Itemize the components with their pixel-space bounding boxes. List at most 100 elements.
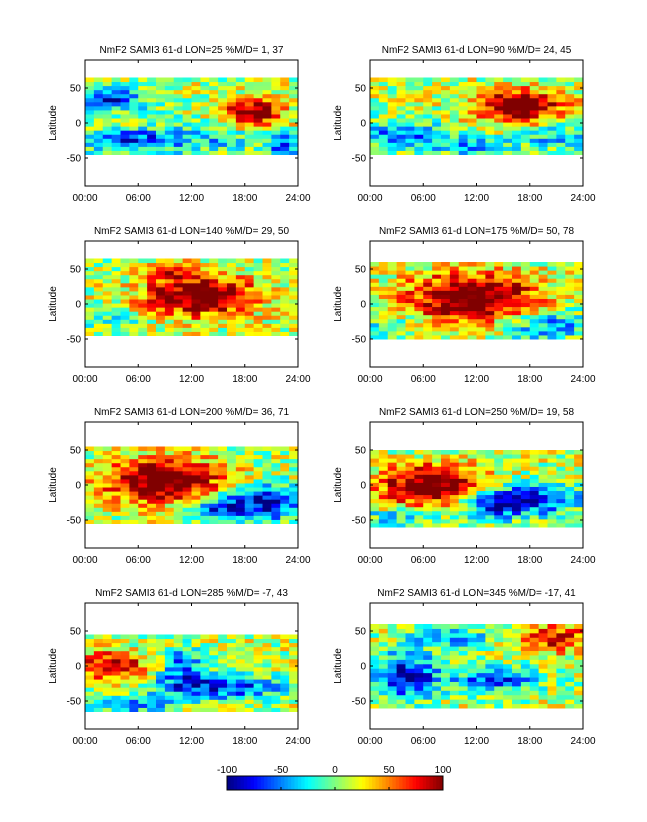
heatmap-cell (289, 519, 299, 524)
heatmap-cell (280, 109, 290, 115)
heatmap-cell (370, 330, 380, 336)
heatmap-cell (520, 81, 531, 87)
heatmap-cell (93, 699, 104, 704)
heatmap-cell (512, 699, 522, 705)
heatmap-cell (244, 683, 255, 688)
heatmap-cell (200, 315, 210, 320)
heatmap-cell (138, 323, 148, 328)
heatmap-cell (147, 670, 157, 676)
heatmap-cell (200, 81, 210, 87)
x-tick-label: 24:00 (570, 374, 595, 385)
heatmap-cell (156, 307, 166, 312)
heatmap-cell (547, 628, 557, 634)
heatmap-cell (102, 274, 113, 280)
heatmap-cell (147, 266, 157, 272)
heatmap-cell (164, 274, 175, 280)
heatmap-cell (227, 482, 237, 488)
heatmap-cell (547, 690, 557, 696)
heatmap-cell (262, 642, 272, 648)
heatmap-cell (423, 130, 433, 135)
heatmap-cell (414, 134, 424, 139)
heatmap-cell (370, 454, 380, 459)
heatmap-cell (93, 707, 104, 712)
heatmap-cell (227, 646, 237, 652)
heatmap-cell (262, 130, 272, 135)
heatmap-cell (387, 474, 398, 479)
heatmap-cell (503, 510, 513, 516)
colorbar-swatch (439, 776, 444, 790)
heatmap-cell (200, 499, 210, 504)
heatmap-cell (102, 634, 113, 640)
heatmap-cell (520, 624, 531, 629)
heatmap-cell (467, 278, 478, 283)
heatmap-cell (253, 299, 264, 304)
heatmap-cell (574, 77, 584, 83)
heatmap-cell (235, 478, 246, 484)
heatmap-cell (449, 93, 460, 99)
heatmap-cell (289, 327, 299, 332)
heatmap-cell (405, 632, 415, 638)
heatmap-cell (235, 97, 246, 103)
heatmap-cell (244, 274, 255, 280)
colorbar-swatch (294, 776, 299, 790)
heatmap-cell (432, 685, 442, 691)
heatmap-cell (512, 126, 522, 131)
heatmap-cell (244, 470, 255, 476)
heatmap-cell (485, 97, 495, 103)
heatmap-cell (449, 628, 460, 634)
heatmap-cell (370, 81, 380, 87)
heatmap-cell (147, 482, 157, 488)
heatmap-cell (111, 478, 122, 484)
heatmap-cell (503, 663, 513, 669)
heatmap-cell (289, 282, 299, 288)
heatmap-cell (512, 134, 522, 139)
heatmap-cell (164, 270, 175, 276)
heatmap-cell (476, 286, 486, 291)
heatmap-cell (414, 486, 424, 492)
heatmap-cell (173, 519, 184, 524)
heatmap-cell (476, 624, 486, 629)
y-tick-label: 0 (75, 119, 81, 130)
heatmap-cell (485, 306, 495, 312)
heatmap-cell (529, 450, 540, 455)
heatmap-cell (129, 294, 139, 300)
heatmap-cell (423, 113, 433, 119)
heatmap-cell (191, 638, 201, 644)
heatmap-cell (556, 85, 566, 91)
heatmap-cell (529, 302, 540, 308)
heatmap-cell (120, 470, 130, 476)
heatmap-cell (93, 101, 104, 107)
heatmap-cell (476, 266, 486, 271)
heatmap-cell (218, 315, 228, 320)
heatmap-cell (138, 77, 148, 83)
heatmap-cell (253, 294, 264, 300)
heatmap-cell (173, 462, 184, 468)
heatmap-cell (503, 498, 513, 504)
heatmap-cell (449, 290, 460, 295)
heatmap-cell (289, 695, 299, 700)
heatmap-cell (93, 658, 104, 664)
heatmap-cell (182, 270, 193, 276)
heatmap-cell (102, 670, 113, 676)
heatmap-cell (271, 278, 281, 284)
colorbar-swatch (321, 776, 326, 790)
heatmap-cell (414, 306, 424, 312)
heatmap-cell (520, 637, 531, 643)
heatmap-cell (262, 650, 272, 656)
heatmap-cell (520, 482, 531, 487)
heatmap-cell (200, 703, 210, 708)
heatmap-cell (432, 486, 442, 492)
heatmap-cell (164, 478, 175, 484)
heatmap-cell (156, 122, 166, 127)
heatmap-cell (547, 130, 557, 135)
heatmap-cell (271, 146, 281, 151)
x-tick-label: 24:00 (285, 555, 310, 566)
heatmap-cell (111, 146, 122, 151)
heatmap-cell (227, 470, 237, 476)
heatmap-cell (538, 97, 549, 103)
heatmap-cell (218, 109, 228, 115)
heatmap-cell (396, 478, 407, 483)
heatmap-cell (111, 515, 122, 520)
heatmap-cell (147, 113, 157, 119)
